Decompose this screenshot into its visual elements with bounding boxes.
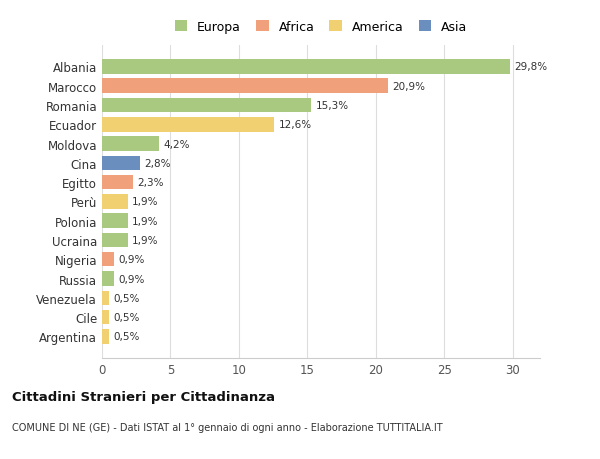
Bar [102, 272, 115, 286]
Bar [102, 137, 160, 151]
Text: 2,8%: 2,8% [145, 158, 171, 168]
Bar [102, 118, 274, 132]
Text: 20,9%: 20,9% [392, 82, 425, 91]
Bar [102, 233, 128, 248]
Bar [102, 310, 109, 325]
Text: 29,8%: 29,8% [514, 62, 547, 72]
Bar [102, 99, 311, 113]
Text: 0,5%: 0,5% [113, 332, 139, 341]
Text: 1,9%: 1,9% [132, 197, 158, 207]
Text: 15,3%: 15,3% [316, 101, 349, 111]
Bar [102, 291, 109, 305]
Text: 0,5%: 0,5% [113, 293, 139, 303]
Text: 0,5%: 0,5% [113, 313, 139, 322]
Bar [102, 214, 128, 229]
Text: Cittadini Stranieri per Cittadinanza: Cittadini Stranieri per Cittadinanza [12, 390, 275, 403]
Text: 1,9%: 1,9% [132, 216, 158, 226]
Text: 12,6%: 12,6% [278, 120, 311, 130]
Bar [102, 195, 128, 209]
Bar [102, 252, 115, 267]
Bar [102, 330, 109, 344]
Bar [102, 156, 140, 171]
Text: 2,3%: 2,3% [137, 178, 164, 188]
Text: 0,9%: 0,9% [118, 274, 145, 284]
Text: 4,2%: 4,2% [164, 139, 190, 149]
Text: 0,9%: 0,9% [118, 255, 145, 265]
Legend: Europa, Africa, America, Asia: Europa, Africa, America, Asia [175, 21, 467, 34]
Text: 1,9%: 1,9% [132, 235, 158, 246]
Bar [102, 175, 133, 190]
Bar [102, 79, 388, 94]
Bar [102, 60, 510, 74]
Text: COMUNE DI NE (GE) - Dati ISTAT al 1° gennaio di ogni anno - Elaborazione TUTTITA: COMUNE DI NE (GE) - Dati ISTAT al 1° gen… [12, 422, 443, 432]
